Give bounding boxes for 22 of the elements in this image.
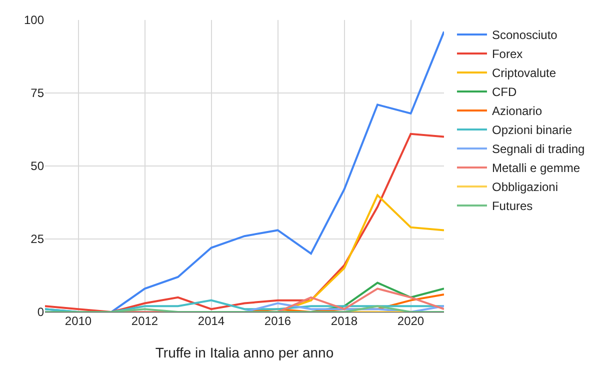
legend-label: Futures xyxy=(492,199,533,214)
x-tick-label: 2018 xyxy=(330,314,358,328)
x-tick-label: 2020 xyxy=(397,314,424,328)
x-tick-label: 2010 xyxy=(64,314,92,328)
x-tick-label: 2012 xyxy=(131,314,158,328)
legend-label: Forex xyxy=(492,47,523,62)
y-tick-label: 25 xyxy=(30,232,44,246)
legend-label: Opzioni binarie xyxy=(492,123,572,138)
x-tick-label: 2016 xyxy=(264,314,292,328)
y-tick-label: 0 xyxy=(37,305,44,320)
legend-label: CFD xyxy=(492,85,517,100)
legend-label: Criptovalute xyxy=(492,66,556,80)
legend-label: Obbligazioni xyxy=(492,180,558,194)
x-axis-title: Truffe in Italia anno per anno xyxy=(155,344,334,360)
x-tick-label: 2014 xyxy=(198,314,225,328)
legend-label: Azionario xyxy=(492,104,542,118)
legend-label: Segnali di trading xyxy=(492,142,585,156)
y-tick-label: 75 xyxy=(30,86,44,100)
y-tick-label: 50 xyxy=(30,159,44,174)
y-tick-label: 100 xyxy=(24,13,44,28)
legend-label: Metalli e gemme xyxy=(492,161,580,176)
legend-label: Sconosciuto xyxy=(492,28,558,42)
